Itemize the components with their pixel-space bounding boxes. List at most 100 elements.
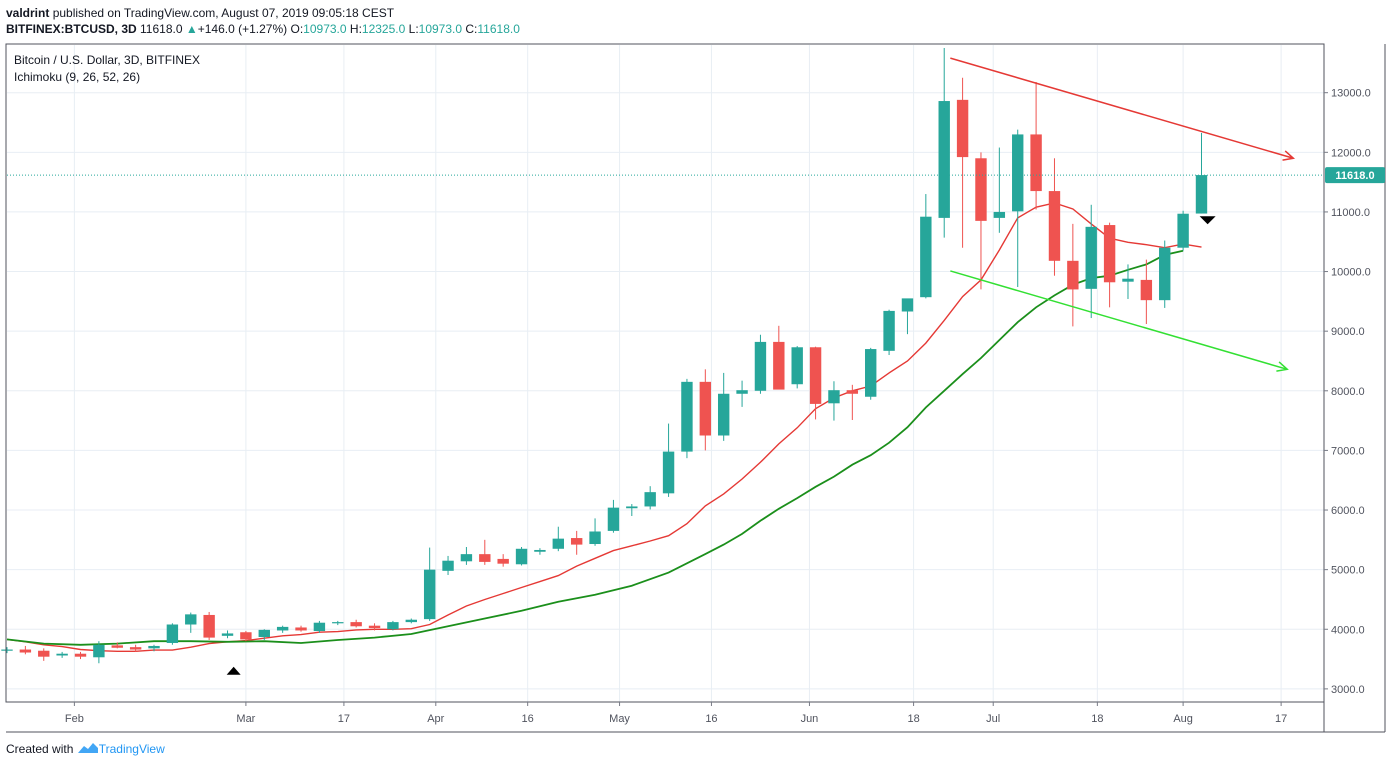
indicator-legend[interactable]: Ichimoku (9, 26, 52, 26): [14, 70, 140, 84]
candle: [185, 612, 197, 633]
x-tick-label: 18: [1091, 713, 1103, 725]
candle: [1195, 132, 1208, 214]
close-value: 11618.0: [477, 22, 520, 36]
x-tick-label: Feb: [65, 713, 84, 725]
x-tick-label: Mar: [236, 713, 255, 725]
candle: [1012, 129, 1024, 288]
candle: [258, 629, 270, 640]
tradingview-brand[interactable]: TradingView: [98, 742, 165, 757]
buy-marker-icon: [226, 666, 241, 675]
candle-body: [589, 531, 601, 545]
price-axis[interactable]: 3000.0 4000.0 5000.0 6000.0 7000.0 8000.0 9000…: [1324, 88, 1385, 696]
candle-body: [221, 633, 234, 636]
candle: [1159, 240, 1171, 308]
candle: [901, 298, 914, 335]
candle-body: [93, 644, 105, 658]
candle-body: [332, 622, 344, 624]
candle: [148, 644, 160, 652]
candle: [166, 623, 179, 645]
candle-body: [1140, 279, 1153, 301]
x-tick-label: Aug: [1173, 713, 1193, 725]
candle-body: [258, 629, 270, 638]
candle-body: [534, 549, 546, 552]
ichimoku-base-line: [6, 249, 1184, 646]
y-tick-label: 9000.0: [1331, 326, 1365, 338]
candle: [19, 645, 32, 655]
candle-body: [1085, 226, 1097, 289]
trendlines[interactable]: [950, 57, 1296, 372]
candle: [828, 381, 840, 421]
support-line[interactable]: [950, 270, 1288, 371]
markers: [7, 174, 1324, 675]
candle: [846, 384, 859, 421]
price-change: +146.0 (+1.27%): [197, 22, 288, 36]
candle: [111, 642, 123, 649]
published-text: published on TradingView.com, August 07,…: [52, 6, 395, 20]
candle-body: [607, 507, 620, 531]
time-axis[interactable]: Feb Mar 17 Apr 16 May 16 Jun 18 Jul 18 Aug 17: [65, 702, 1287, 725]
candle: [276, 625, 289, 633]
candle: [883, 309, 895, 356]
candle-body: [350, 622, 362, 627]
candle-body: [479, 554, 491, 562]
candle: [332, 620, 344, 626]
candle-body: [497, 558, 509, 564]
candle: [442, 555, 454, 576]
support-trendline[interactable]: [950, 270, 1289, 372]
candle-body: [1122, 278, 1134, 282]
candle: [423, 547, 436, 621]
candle-body: [956, 99, 969, 158]
candle-body: [791, 347, 803, 385]
candle-body: [1, 649, 13, 651]
candle-body: [773, 341, 785, 390]
candle: [920, 194, 932, 299]
candle: [938, 47, 950, 238]
candle-body: [828, 390, 840, 404]
candle: [607, 499, 620, 533]
candle-body: [38, 650, 50, 657]
tradingview-logo-icon: [77, 741, 99, 759]
resistance-line[interactable]: [950, 57, 1294, 159]
candle-body: [515, 548, 528, 565]
candle: [129, 644, 142, 652]
candle: [589, 518, 601, 546]
candle: [387, 620, 399, 631]
low-value: 10973.0: [418, 22, 463, 36]
candle-body: [920, 216, 932, 298]
chart-area[interactable]: 3000.0 4000.0 5000.0 6000.0 7000.0 8000.0 9000…: [0, 42, 1391, 734]
candle-body: [148, 645, 160, 649]
candle-body: [552, 538, 564, 549]
candle-body: [423, 569, 436, 620]
y-tick-label: 4000.0: [1331, 624, 1365, 636]
candle: [956, 77, 969, 248]
candle-body: [295, 627, 307, 631]
candle-body: [74, 653, 87, 657]
candle: [240, 631, 252, 642]
high-value: 12325.0: [361, 22, 406, 36]
candle: [1103, 222, 1116, 308]
candle-body: [809, 347, 822, 404]
candle: [313, 620, 326, 633]
y-tick-label: 3000.0: [1331, 684, 1365, 696]
candle-body: [1048, 191, 1061, 261]
candle: [975, 152, 987, 290]
y-tick-label: 7000.0: [1331, 445, 1365, 457]
candle: [479, 539, 491, 565]
candle: [295, 625, 307, 632]
candle-body: [975, 158, 987, 221]
open-value: 10973.0: [303, 22, 347, 36]
candle: [570, 530, 583, 555]
resistance-trendline[interactable]: [950, 57, 1296, 161]
candle-body: [846, 390, 859, 394]
candle: [1030, 81, 1042, 210]
candle-body: [1195, 175, 1208, 214]
candle-body: [644, 492, 656, 507]
candle-body: [993, 211, 1006, 218]
candle-body: [1067, 260, 1079, 290]
candle: [791, 346, 803, 389]
open-label: O:: [290, 22, 304, 36]
candle-body: [460, 554, 473, 562]
price-chart[interactable]: 3000.0 4000.0 5000.0 6000.0 7000.0 8000.0 9000…: [0, 42, 1391, 734]
last-price-badge: [1325, 167, 1385, 184]
author-name[interactable]: valdrint: [6, 6, 50, 20]
